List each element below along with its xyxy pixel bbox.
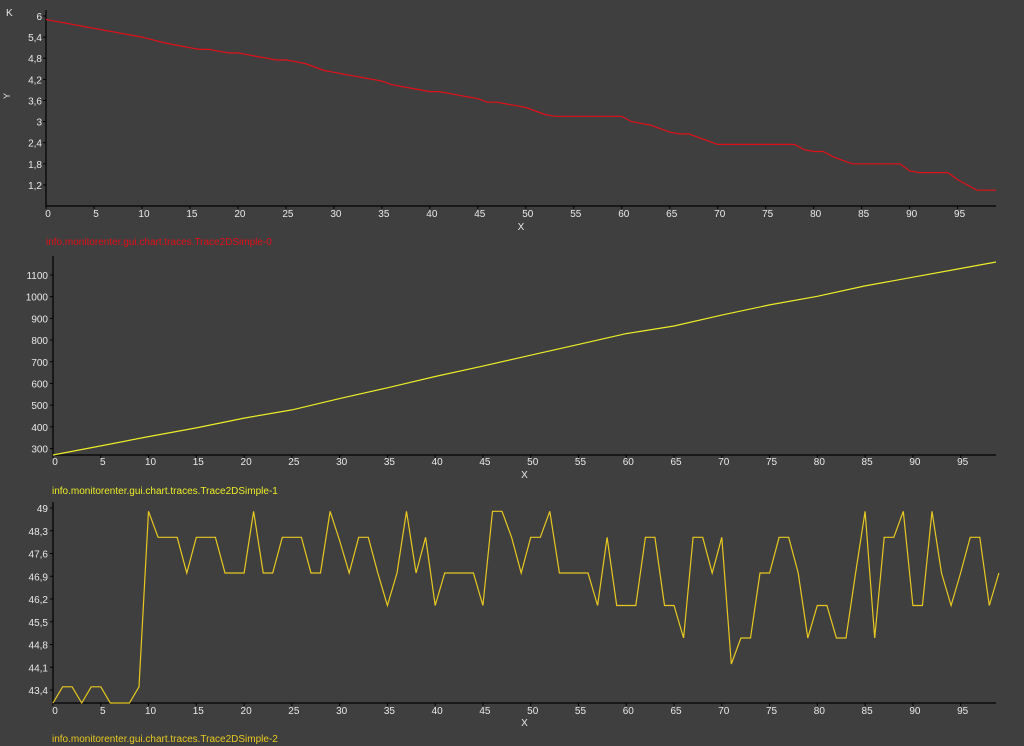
x-axis-label-1: X: [521, 470, 528, 481]
x-tick-label-1-16: 80: [814, 457, 826, 468]
y-tick-label-1-5: 800: [31, 336, 48, 347]
y-tick-label-1-7: 1000: [26, 293, 49, 304]
x-tick-label-2-12: 60: [623, 706, 635, 717]
x-tick-label-0-8: 40: [426, 209, 438, 220]
x-tick-label-0-1: 5: [93, 209, 99, 220]
x-tick-label-1-3: 15: [193, 457, 205, 468]
y-tick-label-2-7: 48,3: [29, 527, 49, 538]
x-tick-label-2-8: 40: [432, 706, 444, 717]
series-line-2-0: [52, 510, 1000, 705]
y-tick-label-1-2: 500: [31, 401, 48, 412]
x-tick-label-0-13: 65: [666, 209, 678, 220]
x-tick-label-1-8: 40: [432, 457, 444, 468]
legend-label-2: info.monitorenter.gui.chart.traces.Trace…: [52, 734, 278, 745]
x-tick-label-2-9: 45: [479, 706, 491, 717]
x-tick-label-0-18: 90: [906, 209, 918, 220]
y-tick-label-2-6: 47,6: [29, 550, 49, 561]
x-tick-label-2-3: 15: [193, 706, 205, 717]
x-tick-label-1-19: 95: [957, 457, 969, 468]
legend-label-1: info.monitorenter.gui.chart.traces.Trace…: [52, 486, 278, 497]
x-tick-label-0-2: 10: [138, 209, 150, 220]
y-tick-label-0-0: 1,2: [28, 181, 42, 192]
x-tick-label-2-10: 50: [527, 706, 539, 717]
x-tick-label-1-15: 75: [766, 457, 778, 468]
x-tick-label-1-6: 30: [336, 457, 348, 468]
x-tick-label-1-1: 5: [100, 457, 106, 468]
x-tick-label-1-12: 60: [623, 457, 635, 468]
y-tick-label-0-2: 2,4: [28, 139, 42, 150]
x-tick-label-2-18: 90: [909, 706, 921, 717]
x-tick-label-2-19: 95: [957, 706, 969, 717]
legend-label-0: info.monitorenter.gui.chart.traces.Trace…: [46, 237, 272, 248]
x-tick-label-1-2: 10: [145, 457, 157, 468]
x-tick-label-0-7: 35: [378, 209, 390, 220]
x-tick-label-0-9: 45: [474, 209, 486, 220]
y-tick-label-1-1: 400: [31, 423, 48, 434]
x-axis-label-2: X: [521, 718, 528, 729]
x-tick-label-2-17: 85: [862, 706, 874, 717]
x-tick-label-1-10: 50: [527, 457, 539, 468]
series-line-0-0: [45, 18, 996, 191]
series-line-1-0: [52, 261, 997, 456]
y-tick-label-2-3: 45,5: [29, 618, 49, 629]
y-tick-label-2-8: 49: [37, 504, 49, 515]
x-tick-label-2-11: 55: [575, 706, 587, 717]
x-tick-label-2-2: 10: [145, 706, 157, 717]
x-tick-label-0-16: 80: [810, 209, 822, 220]
y-tick-label-1-8: 1100: [26, 271, 48, 282]
y-tick-label-0-6: 4,8: [28, 54, 42, 65]
x-tick-label-2-4: 20: [241, 706, 253, 717]
x-tick-label-0-11: 55: [570, 209, 582, 220]
y-tick-label-0-5: 4,2: [28, 75, 42, 86]
x-tick-label-0-3: 15: [186, 209, 198, 220]
x-tick-label-1-4: 20: [241, 457, 253, 468]
y-tick-label-2-1: 44,1: [29, 663, 49, 674]
x-tick-label-0-6: 30: [330, 209, 342, 220]
x-tick-label-0-19: 95: [954, 209, 966, 220]
y-tick-label-2-5: 46,9: [29, 572, 49, 583]
x-tick-label-2-15: 75: [766, 706, 778, 717]
x-tick-label-0-5: 25: [282, 209, 294, 220]
x-tick-label-0-10: 50: [522, 209, 534, 220]
x-tick-label-1-14: 70: [718, 457, 730, 468]
y-tick-label-2-0: 43,4: [29, 686, 49, 697]
x-tick-label-2-1: 5: [100, 706, 106, 717]
unit-label-0: K: [6, 8, 13, 19]
x-tick-label-1-13: 65: [670, 457, 682, 468]
y-tick-label-0-3: 3: [36, 118, 42, 129]
x-tick-label-2-5: 25: [288, 706, 300, 717]
y-tick-label-1-0: 300: [31, 444, 48, 455]
y-tick-label-1-4: 700: [31, 358, 48, 369]
x-tick-label-0-0: 0: [45, 209, 51, 220]
x-axis-label-0: X: [518, 222, 525, 233]
x-tick-label-1-7: 35: [384, 457, 396, 468]
y-tick-label-0-4: 3,6: [28, 96, 42, 107]
y-tick-label-0-7: 5,4: [28, 33, 42, 44]
y-tick-label-1-3: 600: [31, 379, 48, 390]
y-tick-label-2-2: 44,8: [29, 641, 49, 652]
y-tick-label-1-6: 900: [31, 314, 48, 325]
x-tick-label-2-6: 30: [336, 706, 348, 717]
x-tick-label-0-12: 60: [618, 209, 630, 220]
x-tick-label-1-5: 25: [288, 457, 300, 468]
x-tick-label-0-4: 20: [234, 209, 246, 220]
x-tick-label-1-0: 0: [52, 457, 58, 468]
x-tick-label-2-13: 65: [670, 706, 682, 717]
x-tick-label-1-11: 55: [575, 457, 587, 468]
x-tick-label-1-9: 45: [479, 457, 491, 468]
x-tick-label-2-14: 70: [718, 706, 730, 717]
y-axis-label-0: Y: [2, 93, 12, 99]
x-tick-label-2-7: 35: [384, 706, 396, 717]
y-tick-label-0-8: 6: [36, 12, 42, 23]
x-tick-label-1-17: 85: [862, 457, 874, 468]
x-tick-label-0-14: 70: [714, 209, 726, 220]
x-tick-label-2-16: 80: [814, 706, 826, 717]
y-tick-label-2-4: 46,2: [29, 595, 49, 606]
y-tick-label-0-1: 1,8: [28, 160, 42, 171]
x-tick-label-0-17: 85: [858, 209, 870, 220]
x-tick-label-2-0: 0: [52, 706, 58, 717]
x-tick-label-1-18: 90: [909, 457, 921, 468]
x-tick-label-0-15: 75: [762, 209, 774, 220]
